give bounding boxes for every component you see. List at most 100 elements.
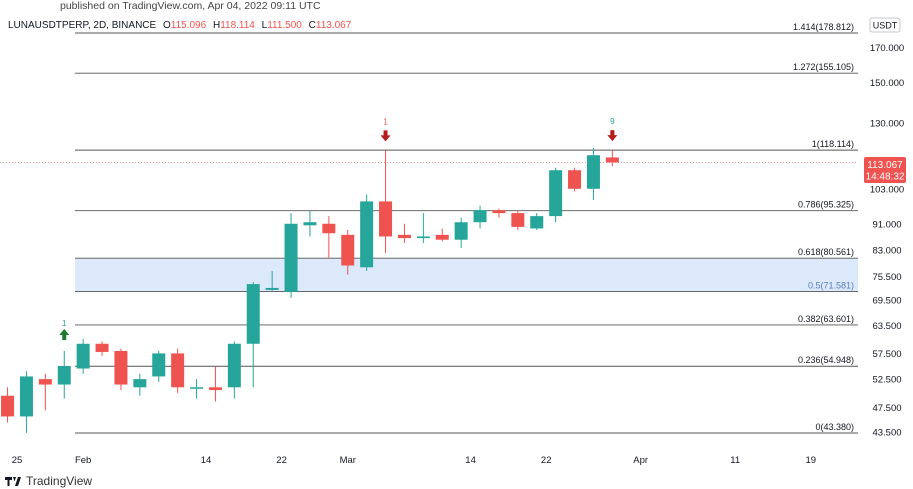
- tradingview-logo-icon: [5, 477, 21, 486]
- candle-body: [605, 157, 619, 163]
- price-tick[interactable]: 103.000: [870, 184, 904, 195]
- candle-2022-03-07: [397, 223, 411, 244]
- candle-2022-03-03: [360, 194, 374, 271]
- ohlc-close-label: C: [308, 20, 316, 31]
- candle-body: [341, 234, 355, 266]
- arrow-up-icon: [59, 328, 70, 340]
- fib-label-0_786: 0.786(95.325): [798, 200, 854, 210]
- symbol-legend: LUNAUSDTPERP, 2D, BINANCE O115.096 H118.…: [8, 20, 351, 31]
- candle-2022-02-05: [114, 348, 128, 391]
- candle-body: [133, 379, 147, 388]
- footer-brand: TradingView: [26, 474, 93, 488]
- candle-2022-03-19: [511, 210, 525, 231]
- ohlc-high-label: H: [212, 20, 221, 31]
- candle-body: [114, 350, 128, 385]
- candle-2022-03-25: [568, 167, 582, 192]
- time-tick[interactable]: 22: [541, 455, 552, 466]
- candle-body: [38, 379, 52, 385]
- time-tick[interactable]: 14: [465, 455, 476, 466]
- price-tick[interactable]: 47.500: [872, 403, 901, 414]
- time-tick[interactable]: 11: [730, 455, 740, 466]
- published-caption: published on TradingView.com, Apr 04, 20…: [60, 0, 321, 12]
- candle-2022-02-07: [133, 373, 147, 396]
- candle-body: [322, 223, 336, 234]
- candle-body: [246, 284, 260, 344]
- candle-2022-03-05: [379, 150, 393, 254]
- signal-sell-2022-03-05: 1: [380, 117, 391, 142]
- time-tick[interactable]: Mar: [340, 455, 356, 466]
- price-axis[interactable]: 43.500 47.500 52.500 57.500 63.500 69.500 75.5…: [870, 43, 904, 439]
- candle-body: [95, 343, 109, 352]
- candle-2022-03-11: [435, 228, 449, 242]
- candle-2022-02-19: [246, 282, 260, 388]
- candle-2022-03-23: [549, 167, 563, 223]
- fib-label-1_414: 1.414(178.812): [793, 22, 854, 32]
- fib-label-0_618: 0.618(80.561): [798, 247, 854, 257]
- fib-label-1: 1(118.114): [812, 139, 854, 149]
- candle-2022-01-30: [57, 350, 71, 399]
- candle-2022-01-28: [38, 373, 52, 411]
- time-tick[interactable]: 22: [276, 455, 287, 466]
- price-tick[interactable]: 83.000: [872, 245, 901, 256]
- price-badges: USDT 113.067 14:48:32: [864, 17, 906, 183]
- time-tick[interactable]: Apr: [633, 455, 648, 466]
- candle-body: [171, 353, 185, 388]
- ohlc-low-value: 111.500: [267, 20, 302, 31]
- price-tick[interactable]: 170.000: [870, 43, 904, 54]
- fib-label-0: 0(43.380): [815, 422, 854, 432]
- time-tick[interactable]: 19: [806, 455, 817, 466]
- currency-badge[interactable]: USDT: [873, 21, 898, 31]
- candle-body: [511, 213, 525, 227]
- candle-2022-02-17: [227, 341, 241, 399]
- currency-badge-box[interactable]: [869, 17, 901, 33]
- price-tick[interactable]: 69.500: [872, 295, 901, 306]
- candle-body: [19, 376, 33, 417]
- candle-2022-02-23: [284, 213, 298, 298]
- price-tick[interactable]: 130.000: [870, 119, 904, 130]
- candle-body: [568, 170, 582, 189]
- fib-label-1_272: 1.272(155.105): [793, 62, 854, 72]
- candle-body: [190, 387, 204, 389]
- time-axis[interactable]: 25 Feb 14 22 Mar 14 22 Apr 11 19: [12, 455, 816, 466]
- candle-body: [360, 201, 374, 268]
- last-price-value: 113.067: [867, 160, 903, 171]
- candle-body: [57, 365, 71, 385]
- candle-2022-03-17: [492, 208, 506, 218]
- candle-2022-03-21: [530, 213, 544, 231]
- fib-zone-0618-05: [75, 258, 858, 292]
- price-tick[interactable]: 63.500: [872, 321, 901, 332]
- signal-buy-2022-01-30: 1: [59, 319, 70, 340]
- price-tick[interactable]: 75.500: [872, 272, 901, 283]
- candle-2022-02-21: [265, 270, 279, 292]
- price-tick[interactable]: 57.500: [872, 349, 901, 360]
- candle-2022-01-24: [1, 387, 15, 423]
- time-tick[interactable]: 25: [12, 455, 23, 466]
- candle-body: [303, 222, 317, 226]
- ohlc-open-value: 115.096: [170, 20, 207, 31]
- last-price-badge: [864, 157, 906, 183]
- candle-body: [379, 201, 393, 237]
- signal-count-label: 9: [610, 117, 615, 126]
- candle-2022-03-15: [473, 205, 487, 229]
- ohlc-open-label: O: [162, 20, 171, 31]
- time-tick[interactable]: 14: [201, 455, 212, 466]
- candle-2022-02-25: [303, 210, 317, 237]
- time-tick[interactable]: Feb: [75, 455, 91, 466]
- tradingview-footer[interactable]: TradingView: [4, 474, 92, 488]
- price-chart[interactable]: 1.414(178.812) 1.272(155.105) 1(118.114) 0.…: [0, 12, 913, 482]
- price-tick[interactable]: 91.000: [872, 219, 901, 230]
- candle-body: [265, 287, 279, 290]
- price-tick[interactable]: 43.500: [872, 428, 901, 439]
- candle-body: [1, 395, 15, 417]
- price-tick[interactable]: 52.500: [872, 375, 901, 386]
- price-tick[interactable]: 150.000: [870, 78, 904, 89]
- arrow-down-icon: [380, 130, 391, 142]
- candle-2022-02-11: [171, 348, 185, 393]
- candle-body: [586, 155, 600, 189]
- candle-body: [227, 343, 241, 388]
- candle-body: [152, 353, 166, 377]
- candle-2022-02-13: [190, 379, 204, 399]
- ohlc-high-value: 118.114: [220, 20, 255, 31]
- candle-body: [416, 236, 430, 239]
- candle-body: [473, 210, 487, 223]
